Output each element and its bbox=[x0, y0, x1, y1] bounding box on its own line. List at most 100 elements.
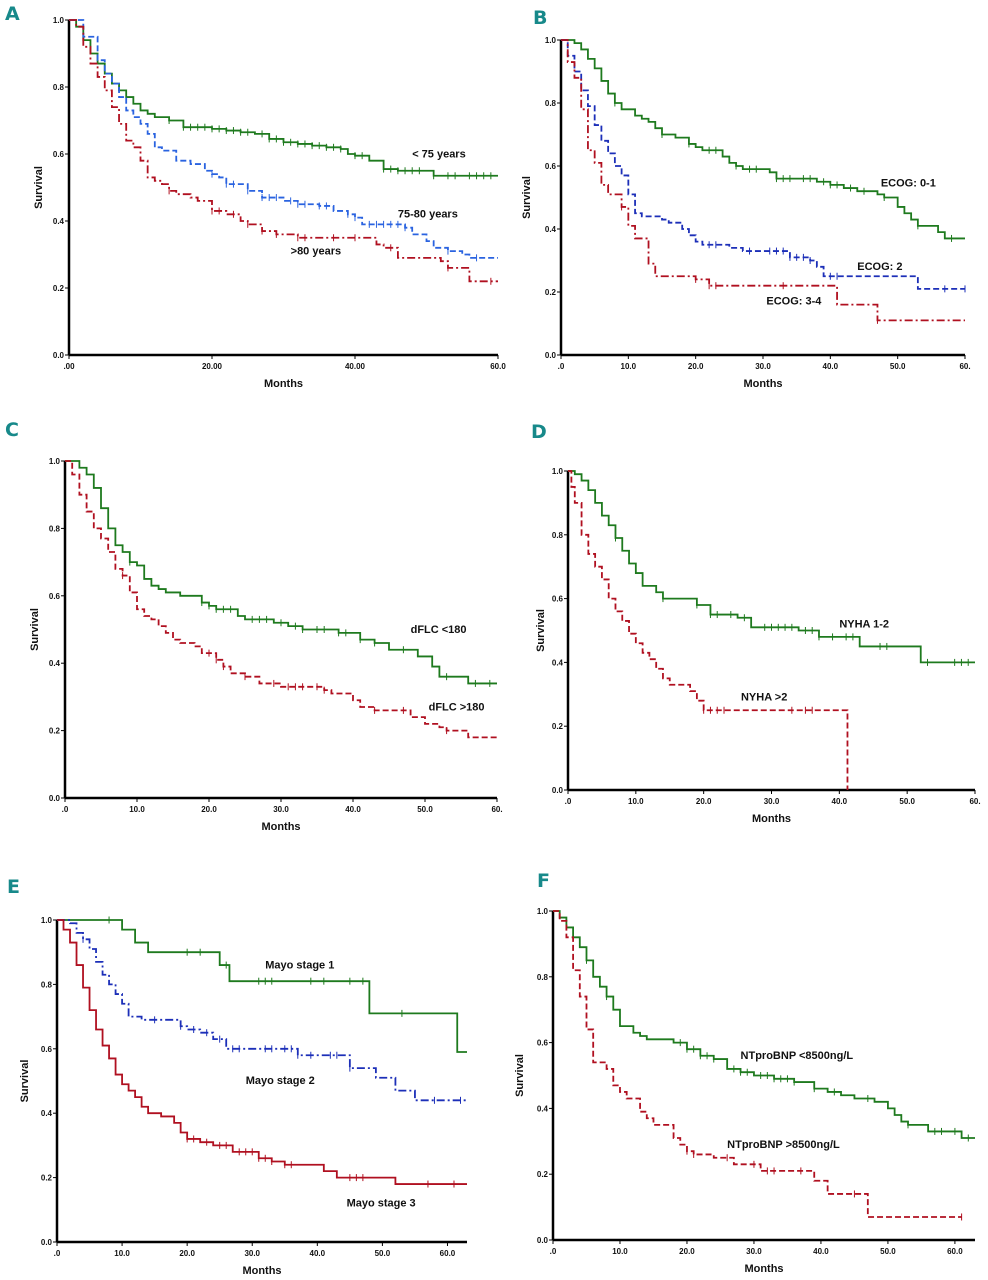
x-tick-label: 10.0 bbox=[621, 362, 637, 371]
x-axis-title: Months bbox=[261, 821, 300, 833]
series-label: ECOG: 2 bbox=[857, 261, 902, 273]
x-tick-label: 40.0 bbox=[832, 797, 848, 806]
survival-curve-mayo-stage-3 bbox=[57, 919, 467, 1185]
y-tick-label: 1.0 bbox=[537, 907, 549, 916]
y-axis-title: Survival bbox=[33, 166, 45, 209]
x-tick-label: 10.0 bbox=[129, 805, 145, 814]
x-tick-label: 40.0 bbox=[823, 362, 839, 371]
x-tick-label: 60.0 bbox=[490, 362, 506, 371]
panel-D: D 0.0 0.2 0.4 0.6 0.8 1.0 .0 10.0 20.0 30.0 40.0 50.… bbox=[531, 421, 981, 825]
x-tick-label: 20.0 bbox=[679, 1247, 695, 1256]
series-label: ECOG: 3-4 bbox=[766, 296, 822, 308]
x-tick-label: 50.0 bbox=[375, 1249, 391, 1258]
series-label: Mayo stage 1 bbox=[265, 959, 334, 971]
series-label: >80 years bbox=[291, 246, 341, 258]
y-tick-label: 0.2 bbox=[49, 727, 61, 736]
panel-letter: D bbox=[531, 421, 547, 443]
survival-curve-dflc-180 bbox=[65, 460, 497, 685]
survival-curve-dflc-180 bbox=[65, 460, 497, 739]
y-tick-label: 0.6 bbox=[41, 1045, 53, 1054]
x-axis-title: Months bbox=[752, 813, 791, 825]
y-tick-label: 0.4 bbox=[552, 658, 564, 667]
series-label: NTproBNP <8500ng/L bbox=[741, 1050, 854, 1062]
y-axis-title: Survival bbox=[29, 608, 41, 651]
series-label: Mayo stage 3 bbox=[347, 1198, 416, 1210]
y-tick-label: 0.8 bbox=[53, 83, 65, 92]
survival-curve--80-years bbox=[69, 19, 498, 283]
y-tick-label: 0.6 bbox=[537, 1039, 549, 1048]
y-tick-label: 0.6 bbox=[49, 592, 61, 601]
x-axis-title: Months bbox=[264, 378, 303, 390]
x-tick-label: 20.0 bbox=[688, 362, 704, 371]
survival-curve-75-80-years bbox=[69, 19, 498, 259]
x-tick-label: 20.0 bbox=[696, 797, 712, 806]
survival-curve-ntprobnp-8500ng-l bbox=[553, 910, 962, 1218]
survival-curve-mayo-stage-2 bbox=[57, 919, 467, 1102]
y-tick-label: 0.2 bbox=[552, 722, 564, 731]
y-tick-label: 0.8 bbox=[49, 524, 61, 533]
x-tick-label: 30.0 bbox=[273, 805, 289, 814]
x-tick-label: 60.0 bbox=[947, 1247, 963, 1256]
y-tick-label: 0.6 bbox=[545, 162, 557, 171]
panel-letter: C bbox=[5, 419, 19, 441]
x-axis-title: Months bbox=[743, 378, 782, 390]
y-tick-label: 1.0 bbox=[49, 457, 61, 466]
panel-F: F 0.0 0.2 0.4 0.6 0.8 1.0 .0 10.0 20.0 30.0 40.0 50.… bbox=[514, 870, 975, 1275]
series-label: NTproBNP >8500ng/L bbox=[727, 1139, 840, 1151]
survival-curve-ecog-3-4 bbox=[561, 39, 965, 322]
y-tick-label: 0.4 bbox=[53, 217, 65, 226]
survival-curve-ntprobnp-8500ng-l bbox=[553, 910, 975, 1139]
x-tick-label: 60. bbox=[969, 797, 980, 806]
survival-curve-mayo-stage-1 bbox=[57, 919, 467, 1053]
x-tick-label: .0 bbox=[550, 1247, 557, 1256]
y-tick-label: 0.2 bbox=[537, 1170, 549, 1179]
x-tick-label: 40.0 bbox=[813, 1247, 829, 1256]
x-tick-label: 60.0 bbox=[440, 1249, 456, 1258]
x-tick-label: .0 bbox=[558, 362, 565, 371]
y-tick-label: 0.0 bbox=[545, 351, 557, 360]
x-tick-label: 30.0 bbox=[244, 1249, 260, 1258]
x-tick-label: 30.0 bbox=[755, 362, 771, 371]
survival-curve-nyha-1-2 bbox=[568, 470, 975, 664]
y-axis-title: Survival bbox=[535, 609, 547, 652]
x-tick-label: 10.0 bbox=[628, 797, 644, 806]
y-axis-title: Survival bbox=[514, 1054, 526, 1097]
x-tick-label: .00 bbox=[63, 362, 75, 371]
x-tick-label: 20.00 bbox=[202, 362, 223, 371]
y-tick-label: 0.8 bbox=[537, 973, 549, 982]
x-tick-label: 20.0 bbox=[179, 1249, 195, 1258]
series-label: dFLC <180 bbox=[411, 624, 467, 636]
y-tick-label: 0.0 bbox=[49, 794, 61, 803]
series-label: NYHA >2 bbox=[741, 692, 787, 704]
x-tick-label: 10.0 bbox=[114, 1249, 130, 1258]
panel-letter: A bbox=[5, 3, 20, 25]
series-label: Mayo stage 2 bbox=[246, 1075, 315, 1087]
x-tick-label: 50.0 bbox=[899, 797, 915, 806]
y-tick-label: 0.8 bbox=[41, 980, 53, 989]
y-tick-label: 0.0 bbox=[552, 786, 564, 795]
panel-letter: E bbox=[7, 876, 20, 898]
y-tick-label: 0.4 bbox=[537, 1104, 549, 1113]
x-tick-label: .0 bbox=[62, 805, 69, 814]
panel-A: A 0.0 0.2 0.4 0.6 0.8 1.0 .00 20.00 40.00 60.0 Mont… bbox=[5, 3, 506, 390]
x-tick-label: 40.00 bbox=[345, 362, 366, 371]
series-label: dFLC >180 bbox=[429, 701, 485, 713]
x-tick-label: 40.0 bbox=[345, 805, 361, 814]
panel-B: B 0.0 0.2 0.4 0.6 0.8 1.0 .0 10.0 20.0 30.0 40.0 50.… bbox=[521, 7, 971, 390]
series-label: 75-80 years bbox=[398, 209, 458, 221]
y-tick-label: 0.2 bbox=[545, 288, 557, 297]
y-tick-label: 1.0 bbox=[53, 16, 65, 25]
x-tick-label: .0 bbox=[565, 797, 572, 806]
series-label: < 75 years bbox=[412, 148, 466, 160]
x-tick-label: 20.0 bbox=[201, 805, 217, 814]
x-tick-label: 60. bbox=[959, 362, 970, 371]
x-tick-label: 50.0 bbox=[417, 805, 433, 814]
panel-letter: F bbox=[537, 870, 550, 892]
x-tick-label: .0 bbox=[54, 1249, 61, 1258]
panel-letter: B bbox=[533, 7, 547, 29]
x-tick-label: 40.0 bbox=[310, 1249, 326, 1258]
series-label: NYHA 1-2 bbox=[839, 618, 889, 630]
series-label: ECOG: 0-1 bbox=[881, 177, 936, 189]
y-tick-label: 0.0 bbox=[537, 1236, 549, 1245]
x-axis-title: Months bbox=[242, 1265, 281, 1277]
